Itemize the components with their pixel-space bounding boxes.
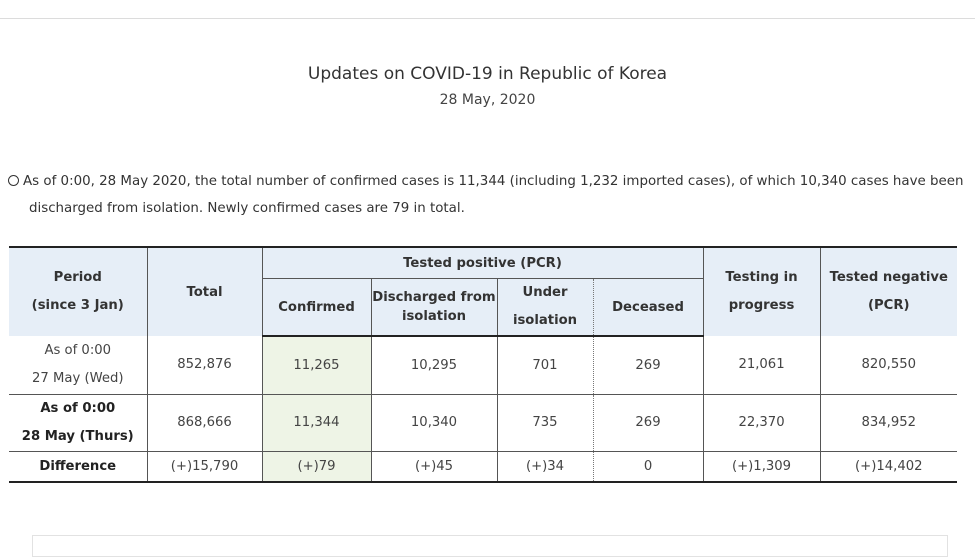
header-under-line2: isolation [512,313,578,328]
header-under-isolation: Under isolation [496,278,594,337]
diff-discharged: (+)45 [370,451,498,483]
header-period-line2: (since 3 Jan) [31,298,124,313]
cell-under-isolation: 701 [496,336,594,395]
cell-total: 868,666 [146,394,263,452]
table-row: As of 0:00 27 May (Wed) 852,876 11,265 1… [9,336,958,395]
difference-label: Difference [9,451,148,483]
cell-testing: 21,061 [702,336,821,395]
diff-deceased: 0 [592,451,704,483]
cell-confirmed: 11,344 [261,394,372,452]
header-under-line1: Under [522,285,568,300]
cell-discharged: 10,295 [370,336,498,395]
cell-confirmed: 11,265 [261,336,372,395]
row-period-line2: 28 May (Thurs) [21,429,134,444]
header-discharged-line2: isolation [401,309,467,324]
table-row: As of 0:00 28 May (Thurs) 868,666 11,344… [9,394,958,452]
summary-text-1: As of 0:00, 28 May 2020, the total numbe… [23,174,964,189]
header-negative-line1: Tested negative [829,270,948,285]
header-period-line1: Period [53,270,102,285]
page-title: Updates on COVID-19 in Republic of Korea [307,64,668,84]
cell-discharged: 10,340 [370,394,498,452]
row-period: As of 0:00 28 May (Thurs) [9,394,148,452]
header-tested-positive: Tested positive (PCR) [261,246,704,279]
cell-deceased: 269 [592,336,704,395]
page-date: 28 May, 2020 [439,92,536,108]
header-testing-line1: Testing in [725,270,798,285]
difference-row: Difference (+)15,790 (+)79 (+)45 (+)34 0… [9,451,958,483]
header-period: Period (since 3 Jan) [9,246,148,336]
bullet-circle-icon [8,175,19,186]
cell-negative: 834,952 [819,394,958,452]
covid-stats-table: Period (since 3 Jan) Total Tested positi… [9,246,958,483]
diff-confirmed: (+)79 [261,451,372,483]
diff-testing: (+)1,309 [702,451,821,483]
diff-under-isolation: (+)34 [496,451,594,483]
row-period: As of 0:00 27 May (Wed) [9,336,148,395]
cell-testing: 22,370 [702,394,821,452]
header-negative-line2: (PCR) [867,298,910,313]
diff-total: (+)15,790 [146,451,263,483]
header-confirmed: Confirmed [262,278,372,337]
header-deceased: Deceased [592,278,704,337]
row-period-line1: As of 0:00 [44,343,112,358]
cell-total: 852,876 [146,336,263,395]
header-row-2: Confirmed Discharged from isolation Unde… [9,278,957,337]
summary-line-1: As of 0:00, 28 May 2020, the total numbe… [8,168,968,195]
cell-deceased: 269 [592,394,704,452]
diff-negative: (+)14,402 [819,451,958,483]
top-divider [0,18,975,19]
header-testing-in-progress: Testing in progress [702,246,821,336]
header-tested-negative: Tested negative (PCR) [819,246,958,336]
header-discharged: Discharged from isolation [370,278,498,337]
row-period-line2: 27 May (Wed) [32,371,124,386]
header-total: Total [146,246,263,336]
next-section-box [32,535,948,557]
header-row-1: Period (since 3 Jan) Total Tested positi… [9,246,958,336]
header-testing-line2: progress [728,298,795,313]
header-discharged-line1: Discharged from [372,290,496,305]
cell-under-isolation: 735 [496,394,594,452]
summary-text-2: discharged from isolation. Newly confirm… [29,201,465,216]
summary-paragraph: As of 0:00, 28 May 2020, the total numbe… [8,168,968,222]
cell-negative: 820,550 [819,336,958,395]
row-period-line1: As of 0:00 [40,401,116,416]
